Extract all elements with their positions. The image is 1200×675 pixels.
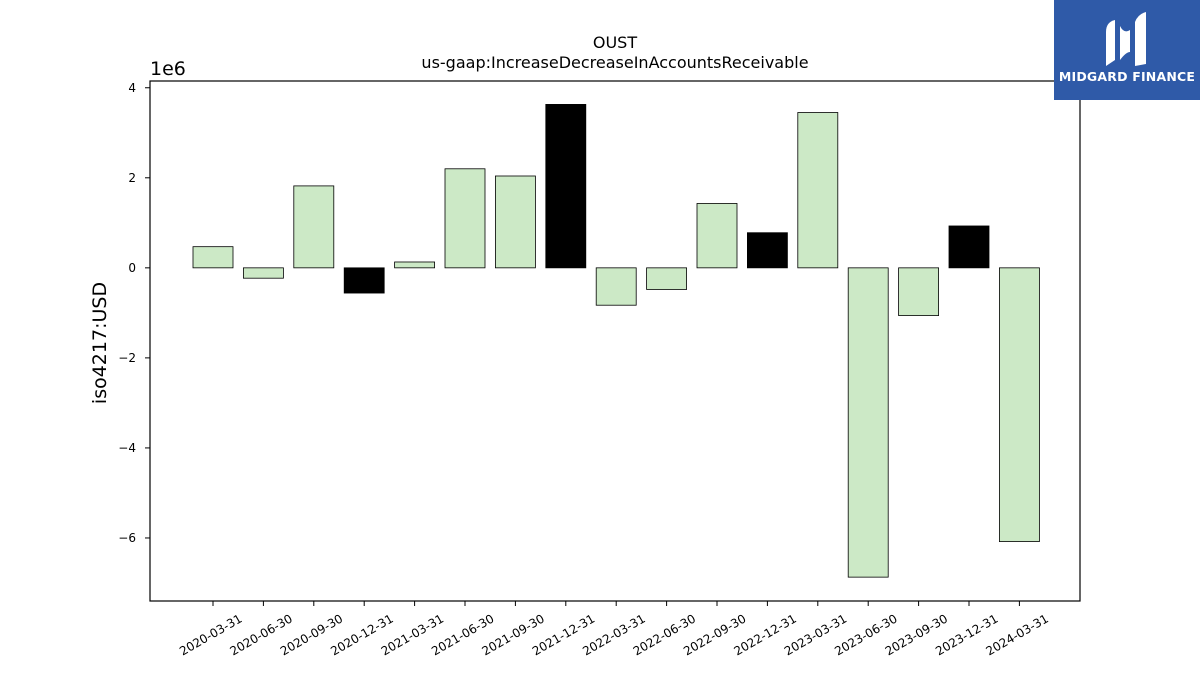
bar-2021-06-30 bbox=[444, 168, 486, 269]
chart-title: OUST bbox=[593, 33, 637, 52]
logo-mark-icon bbox=[1106, 12, 1146, 66]
y-tick-label: −6 bbox=[118, 531, 136, 545]
bar-2023-12-31 bbox=[948, 225, 990, 269]
bar-2022-06-30 bbox=[646, 267, 687, 290]
bar-2024-03-31 bbox=[999, 267, 1040, 542]
bar-2020-09-30 bbox=[293, 185, 335, 269]
bar-2023-03-31 bbox=[797, 112, 839, 269]
bar-2021-09-30 bbox=[494, 175, 536, 269]
bar-2021-03-31 bbox=[394, 261, 436, 269]
midgard-finance-logo: MIDGARD FINANCE bbox=[1054, 0, 1200, 100]
y-tick-label: 4 bbox=[128, 81, 136, 95]
bar-2022-09-30 bbox=[696, 203, 738, 269]
plot-frame bbox=[149, 80, 1081, 602]
bar-2020-12-31 bbox=[343, 267, 385, 294]
chart-subtitle: us-gaap:IncreaseDecreaseInAccountsReceiv… bbox=[421, 53, 808, 72]
logo-text: MIDGARD FINANCE bbox=[1058, 69, 1196, 84]
y-tick-label: −2 bbox=[118, 351, 136, 365]
y-tick-label: 2 bbox=[128, 171, 136, 185]
y-scale-label: 1e6 bbox=[150, 58, 186, 80]
bar-2022-12-31 bbox=[747, 232, 788, 269]
y-tick-label: −4 bbox=[118, 441, 136, 455]
bar-2023-06-30 bbox=[847, 267, 889, 578]
bar-2020-03-31 bbox=[192, 246, 234, 269]
bar-2022-03-31 bbox=[595, 267, 637, 306]
bar-2021-12-31 bbox=[545, 104, 587, 269]
bar-2023-09-30 bbox=[898, 267, 939, 316]
bar-2020-06-30 bbox=[242, 267, 284, 279]
y-tick-label: 0 bbox=[128, 261, 136, 275]
y-axis-label: iso4217:USD bbox=[89, 282, 111, 404]
